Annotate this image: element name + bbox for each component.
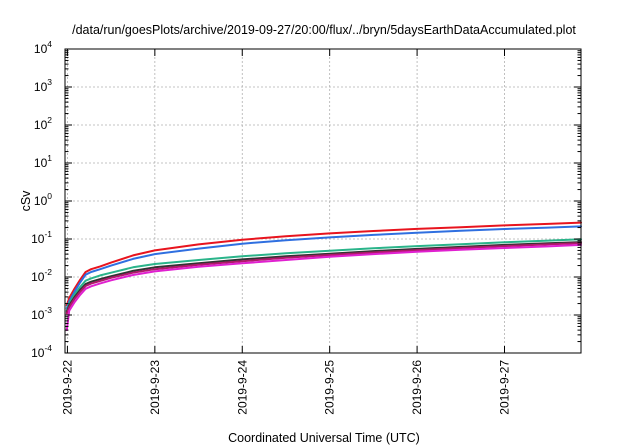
x-tick-label: 2019-9-27 — [498, 360, 512, 415]
y-tick-label: 104 — [34, 39, 52, 56]
y-tick-label: 10-1 — [31, 229, 52, 246]
series-line-1 — [65, 221, 582, 307]
series-layer — [65, 221, 582, 332]
y-tick-label: 10-2 — [31, 267, 52, 284]
series-line-3 — [65, 238, 582, 312]
series-line-5 — [65, 242, 582, 315]
x-axis-label: Coordinated Universal Time (UTC) — [228, 431, 420, 445]
series-line-4 — [65, 241, 582, 313]
y-tick-label: 100 — [34, 191, 52, 208]
series-line-6 — [65, 243, 582, 332]
x-tick-label: 2019-9-24 — [235, 360, 249, 415]
x-tick-label: 2019-9-26 — [410, 360, 424, 415]
y-tick-label: 101 — [34, 153, 52, 170]
y-axis-label: cSv — [19, 190, 33, 212]
x-tick-label: 2019-9-23 — [148, 360, 162, 415]
series-line-2 — [65, 225, 582, 310]
y-tick-labels: 10-4 10-3 10-2 10-1 100 101 102 103 104 — [31, 39, 52, 360]
y-tick-label: 103 — [34, 77, 52, 94]
chart-title: /data/run/goesPlots/archive/2019-09-27/2… — [72, 23, 576, 37]
grid-layer — [65, 49, 581, 353]
x-tick-label: 2019-9-22 — [60, 360, 74, 415]
y-tick-label: 10-4 — [31, 343, 52, 360]
y-tick-label: 10-3 — [31, 305, 52, 322]
x-tick-label: 2019-9-25 — [323, 360, 337, 415]
x-tick-labels: 2019-9-22 2019-9-23 2019-9-24 2019-9-25 2019… — [60, 360, 511, 415]
y-tick-label: 102 — [34, 115, 52, 132]
tick-layer — [65, 48, 581, 354]
